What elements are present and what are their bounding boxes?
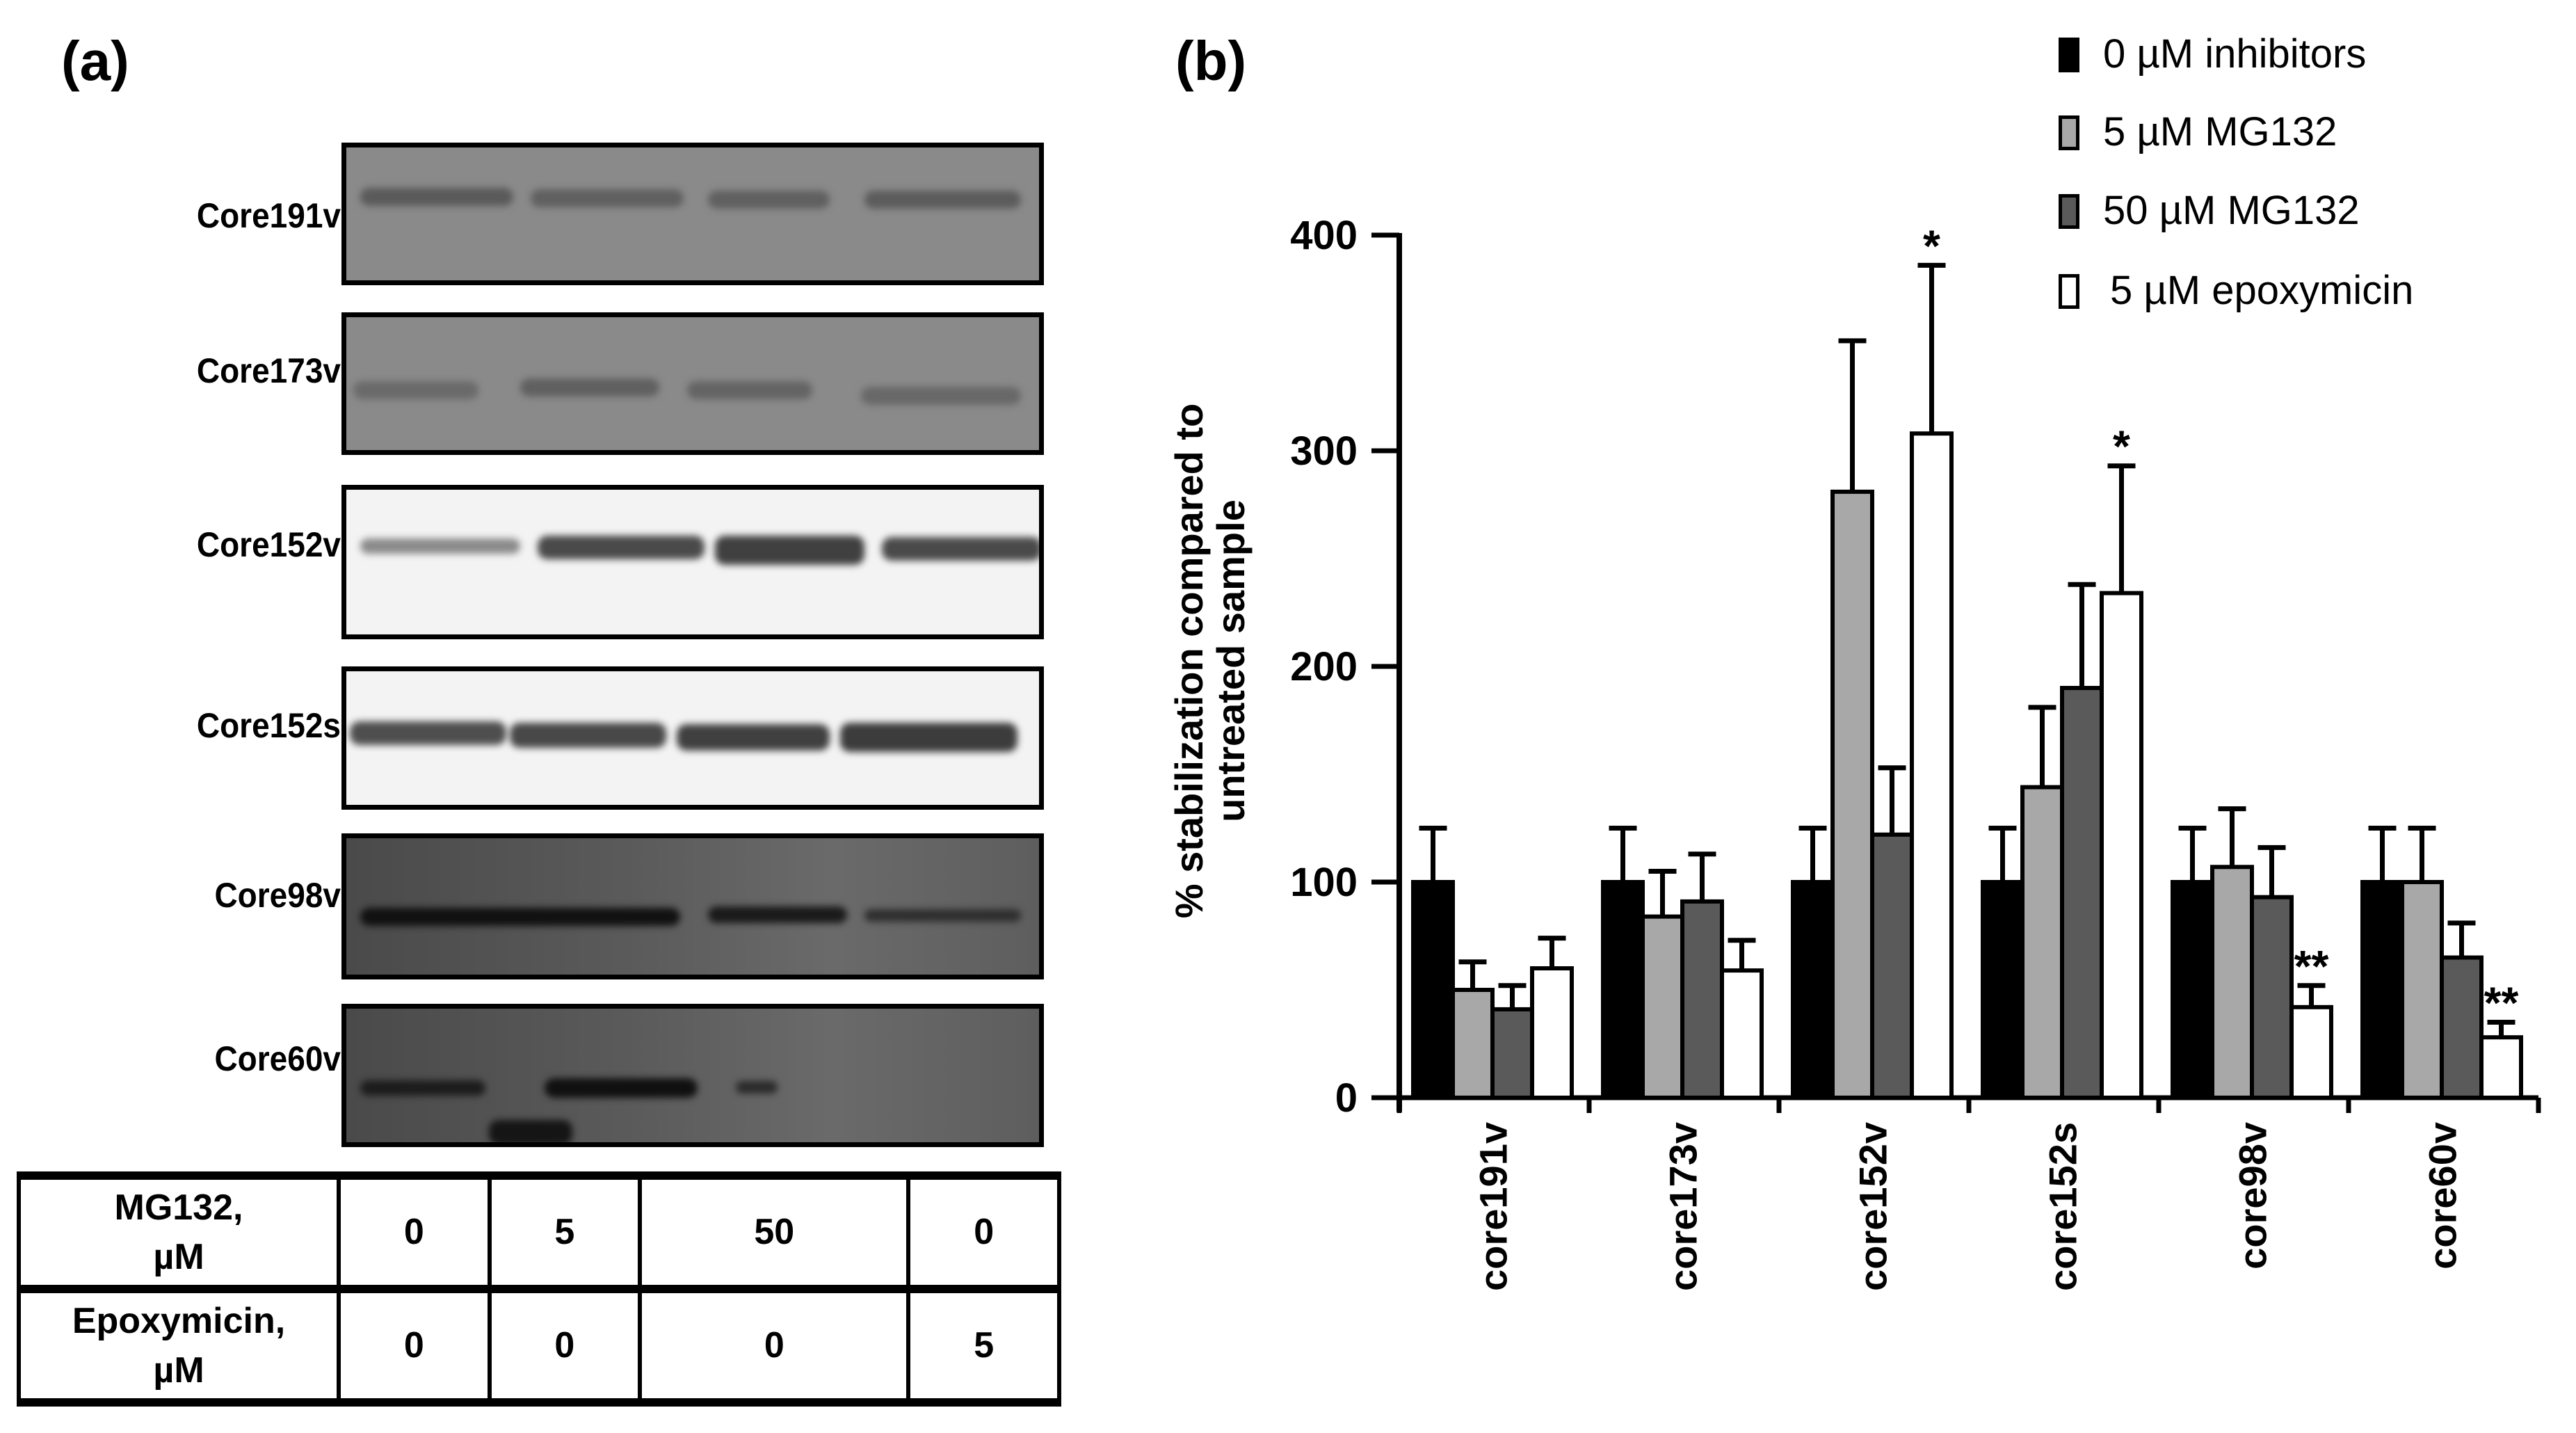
significance-marker: **: [2484, 978, 2519, 1028]
bar: [1411, 880, 1455, 1100]
bar: [2060, 686, 2104, 1100]
blot-image-core173v: [341, 312, 1044, 455]
bar: [1870, 832, 1914, 1100]
y-tick-label: 200: [1290, 644, 1358, 689]
blot-image-core60v: [341, 1004, 1044, 1147]
blot-label: Core98v: [214, 876, 341, 915]
table-row-mg132: MG132, µM 0 5 50 0: [17, 1174, 1061, 1293]
bar: [1830, 489, 1874, 1100]
bar: [2100, 591, 2143, 1100]
row-header-line: MG132,: [114, 1187, 243, 1228]
legend-label: 0 µM inhibitors: [2103, 31, 2367, 77]
y-tick-label: 100: [1290, 860, 1358, 905]
table-cell: 0: [337, 1287, 492, 1404]
bar: [1601, 880, 1645, 1100]
x-tick-label: core191v: [1472, 1122, 1515, 1291]
panel-a-label: (a): [61, 30, 129, 92]
table-cell: 5: [906, 1287, 1061, 1404]
legend-swatch: [2059, 194, 2079, 229]
x-tick-label: core60v: [2421, 1122, 2465, 1270]
row-header: Epoxymicin, µM: [17, 1287, 341, 1404]
blot-image-core152s: [341, 666, 1044, 810]
table-cell: 5: [487, 1174, 643, 1293]
blot-label: Core152s: [196, 706, 341, 745]
legend-label: 50 µM MG132: [2103, 188, 2360, 233]
panel-b-label: (b): [1175, 30, 1247, 92]
bar: [1791, 880, 1835, 1100]
table-cell: 0: [906, 1174, 1061, 1293]
significance-marker: *: [1923, 221, 1940, 271]
table-cell: 0: [337, 1174, 492, 1293]
row-header-line: µM: [153, 1236, 204, 1277]
x-tick-label: core98v: [2231, 1122, 2275, 1270]
blot-label: Core191v: [196, 196, 341, 235]
bar: [1910, 431, 1954, 1100]
x-tick-label: core152s: [2041, 1122, 2085, 1291]
treatment-conditions-table: MG132, µM 0 5 50 0 Epoxymicin, µM 0 0 0 …: [17, 1171, 1061, 1407]
bar: [2020, 785, 2064, 1100]
table-cell: 0: [487, 1287, 643, 1404]
bar: [2440, 955, 2484, 1100]
y-tick-label: 0: [1335, 1075, 1358, 1121]
legend-swatch: [2059, 38, 2079, 72]
significance-marker: *: [2113, 422, 2130, 472]
table-row-epoxymicin: Epoxymicin, µM 0 0 0 5: [17, 1287, 1061, 1404]
blot-label: Core60v: [214, 1039, 341, 1078]
bar: [1530, 966, 1574, 1100]
bar: [2400, 880, 2444, 1100]
legend-label: 5 µM MG132: [2103, 109, 2337, 154]
table-cell: 0: [638, 1287, 911, 1404]
x-tick-label: core173v: [1661, 1122, 1705, 1291]
table-cell: 50: [638, 1174, 911, 1293]
bar: [1490, 1007, 1534, 1100]
y-tick-label: 300: [1290, 429, 1358, 474]
bar: [2171, 880, 2214, 1100]
bar: [1720, 968, 1764, 1100]
bar: [2360, 880, 2404, 1100]
bar: [1680, 899, 1724, 1100]
row-header-line: Epoxymicin,: [72, 1301, 286, 1342]
blot-image-core152v: [341, 485, 1044, 639]
legend-label: 5 µM epoxymicin: [2110, 268, 2414, 313]
bar: [1641, 914, 1684, 1100]
bar: [2479, 1035, 2523, 1100]
bar: [2289, 1004, 2333, 1100]
blot-label: Core173v: [196, 351, 341, 390]
blot-image-core98v: [341, 833, 1044, 979]
bar: [1451, 988, 1495, 1100]
legend-swatch: [2059, 115, 2079, 150]
row-header-line: µM: [153, 1350, 204, 1391]
significance-marker: **: [2294, 941, 2329, 991]
row-header: MG132, µM: [17, 1174, 341, 1293]
legend-swatch: [2059, 274, 2079, 309]
blot-label: Core152v: [196, 525, 341, 564]
y-tick-label: 400: [1290, 213, 1358, 258]
bar: [1981, 880, 2024, 1100]
blot-image-core191v: [341, 143, 1044, 285]
bar: [2210, 865, 2254, 1100]
bar: [2250, 895, 2294, 1100]
x-tick-label: core152v: [1851, 1122, 1895, 1291]
